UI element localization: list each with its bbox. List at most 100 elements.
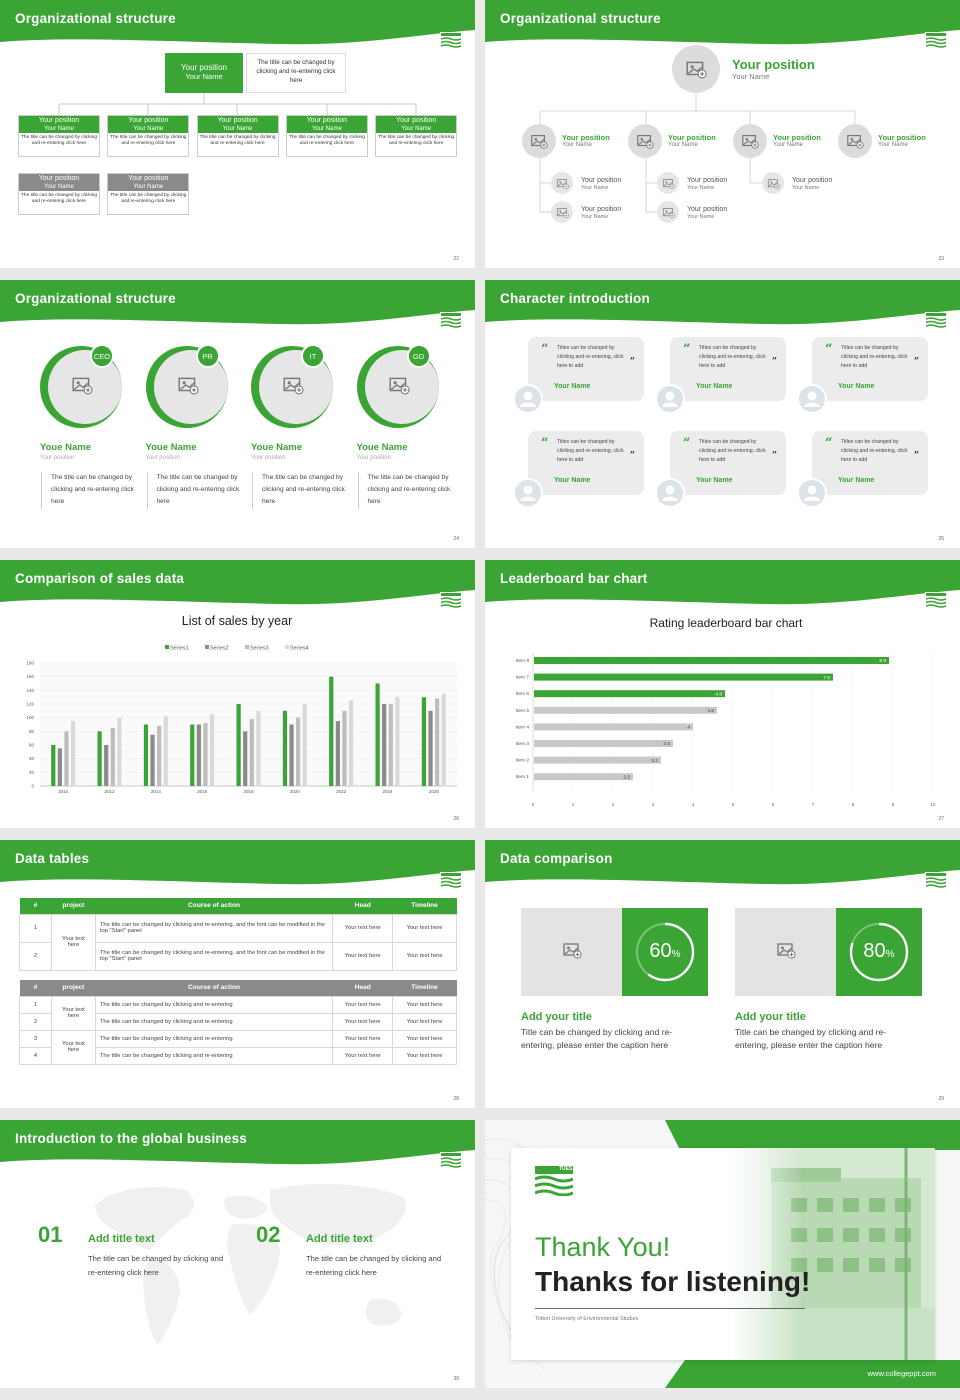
item-number: 01 — [38, 1222, 63, 1247]
person-position: Your position — [145, 455, 180, 461]
role-badge: IT — [301, 344, 325, 368]
progress-number: 80 — [863, 940, 886, 962]
col-header: project — [62, 984, 85, 992]
person-position: Your position — [878, 133, 926, 142]
x-tick-label: 3 — [652, 802, 655, 807]
col-header: Head — [354, 984, 371, 992]
x-tick-label: 8 — [852, 802, 855, 807]
org-member-box[interactable]: Your position Your Name The title can be c… — [285, 115, 368, 157]
image-placeholder-icon — [562, 940, 582, 965]
cell-timeline: Your text here — [392, 995, 457, 1014]
member-desc: The title can be changed by clicking and… — [21, 193, 97, 205]
x-tick-label: 0 — [532, 802, 535, 807]
member-desc: The title can be changed by clicking and… — [21, 135, 97, 147]
col-header: # — [33, 984, 38, 992]
bar — [163, 716, 168, 786]
member-desc: The title can be changed by clicking and… — [378, 135, 455, 147]
slide-30[interactable]: Introduction to the global business 01 Ad… — [0, 1120, 475, 1388]
legend-swatch — [205, 645, 209, 649]
bar — [342, 710, 347, 786]
cell-head: Your text here — [332, 1029, 394, 1048]
slide-25[interactable]: Character introduction “ ” Titles can be c… — [485, 280, 960, 548]
bar — [203, 723, 208, 786]
avatar — [733, 124, 767, 158]
org-person: Your position Your Name — [687, 177, 727, 191]
org-person: Your position Your Name — [687, 206, 727, 220]
page-number: 23 — [938, 256, 944, 262]
table-row: 4 The title can be changed by clicking a… — [19, 1046, 457, 1065]
y-tick-label: 40 — [29, 756, 35, 761]
slide-23[interactable]: Organizational structure Your position Y… — [485, 0, 960, 268]
progress-unit: % — [885, 949, 895, 960]
bar — [157, 725, 162, 786]
slide-27[interactable]: Leaderboard bar chart Rating leaderboard… — [485, 560, 960, 828]
close-quote-icon: ” — [771, 357, 777, 367]
cell-num: 2 — [19, 941, 52, 971]
testimonial-name: Your Name — [838, 383, 875, 390]
x-tick-label: 2012 — [104, 789, 115, 794]
person-position: Your position — [773, 133, 821, 142]
member-desc: The title can be changed by clicking and… — [110, 193, 187, 205]
legend-label: Series3 — [250, 646, 269, 652]
thank-you-heading: Thank You! — [535, 1232, 671, 1262]
close-quote-icon: ” — [771, 451, 777, 461]
progress-ring — [635, 922, 695, 982]
avatar — [657, 172, 679, 194]
image-placeholder — [735, 908, 837, 996]
testimonial-card[interactable]: “ ” Titles can be changed by clicking and … — [670, 431, 786, 495]
org-person: Your position Your Name — [668, 133, 716, 148]
org-person: Your position Your Name — [581, 206, 621, 220]
slide-26[interactable]: Comparison of sales data List of sales b… — [0, 560, 475, 828]
open-quote-icon: “ — [683, 342, 691, 357]
slide-title: Organizational structure — [500, 11, 661, 26]
testimonial-card[interactable]: “ ” Titles can be changed by clicking and … — [812, 337, 928, 401]
org-member-box[interactable]: Your position Your Name The title can be c… — [18, 173, 100, 215]
testimonial-text: Titles can be changed by clicking and re… — [557, 439, 624, 464]
org-top-box[interactable]: Your position Your Name — [165, 53, 243, 93]
thanks-listening-heading: Thanks for listening! — [535, 1266, 811, 1297]
org-member-header: Your position Your Name — [108, 174, 189, 191]
bar — [382, 704, 387, 786]
cell-head: Your text here — [332, 1046, 394, 1065]
slide-29[interactable]: Data comparison 60% Add your title Title c… — [485, 840, 960, 1108]
table-row: 2 The title can be changed by clicking a… — [19, 941, 457, 971]
person-name: Youe Name — [356, 442, 408, 453]
org-member-box[interactable]: Your position Your Name The title can be c… — [107, 115, 190, 157]
org-member-box[interactable]: Your position Your Name The title can be c… — [375, 115, 458, 157]
person-name: Your Name — [668, 142, 698, 148]
testimonial-card[interactable]: “ ” Titles can be changed by clicking and … — [528, 337, 644, 401]
testimonial-card[interactable]: “ ” Titles can be changed by clicking and … — [670, 337, 786, 401]
image-placeholder-icon — [177, 374, 199, 401]
slide-header — [0, 560, 475, 605]
legend-swatch — [285, 645, 289, 649]
slide-31[interactable]: TUES Thank You! Thanks for listening! To… — [485, 1120, 960, 1388]
cell-num: 1 — [19, 995, 52, 1014]
member-name: Your Name — [44, 126, 74, 132]
bar — [435, 698, 440, 786]
person-position: Your position — [687, 177, 728, 184]
slide-header — [0, 280, 475, 325]
testimonial-card[interactable]: “ ” Titles can be changed by clicking and … — [812, 431, 928, 495]
slide-28[interactable]: Data tables # project Course of action H… — [0, 840, 475, 1108]
person-avatar-icon — [513, 384, 543, 414]
member-name: Your Name — [222, 126, 253, 132]
org-member-box[interactable]: Your position Your Name The title can be c… — [18, 115, 100, 157]
website-url[interactable]: www.collegeppt.com — [867, 1369, 936, 1378]
progress-panel: 80% — [836, 908, 922, 996]
logo-icon — [925, 592, 947, 608]
person-position: Your position — [687, 206, 728, 213]
bar — [57, 748, 62, 786]
member-position: Your position — [38, 175, 80, 182]
cell-timeline: Your text here — [392, 941, 457, 971]
col-header: Course of action — [188, 902, 241, 910]
slide-24[interactable]: Organizational structure CEO Youe Name You… — [0, 280, 475, 548]
slide-22[interactable]: Organizational structure Your position Y… — [0, 0, 475, 268]
bar — [97, 731, 102, 786]
avatar — [628, 124, 662, 158]
testimonial-card[interactable]: “ ” Titles can be changed by clicking and … — [528, 431, 644, 495]
org-member-header: Your position Your Name — [376, 116, 457, 133]
open-quote-icon: “ — [683, 436, 691, 451]
org-member-box[interactable]: Your position Your Name The title can be c… — [107, 173, 190, 215]
member-position: Your position — [128, 117, 169, 124]
org-member-box[interactable]: Your position Your Name The title can be c… — [196, 115, 279, 157]
